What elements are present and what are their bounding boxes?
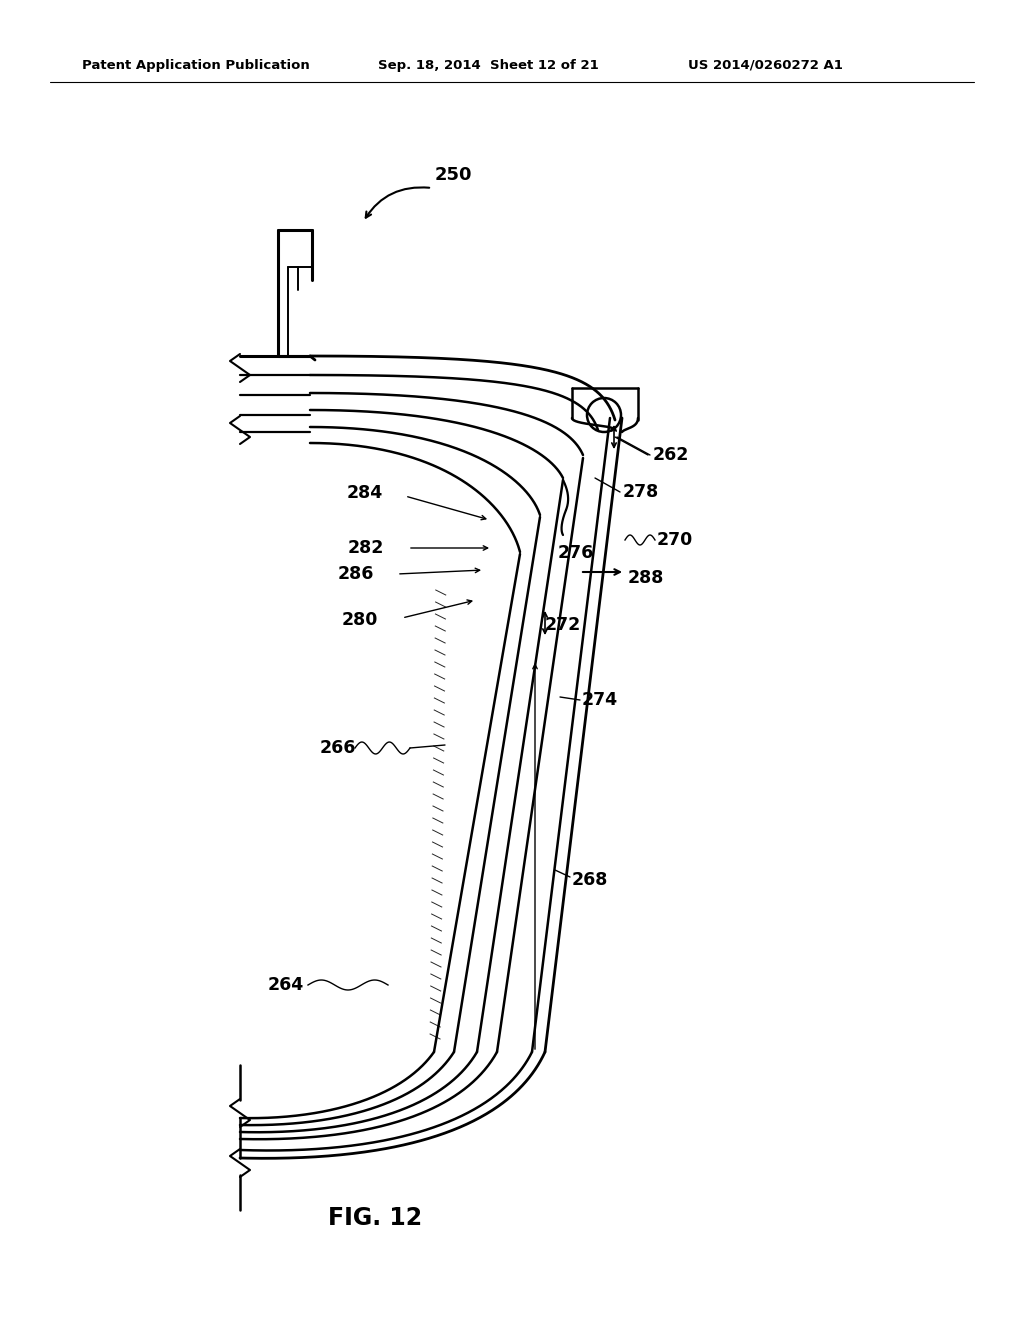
Text: 268: 268 <box>572 871 608 888</box>
Text: 286: 286 <box>338 565 375 583</box>
Text: 288: 288 <box>628 569 665 587</box>
Text: 278: 278 <box>623 483 659 502</box>
Text: 264: 264 <box>268 975 304 994</box>
Text: 250: 250 <box>435 166 472 183</box>
Text: 282: 282 <box>348 539 384 557</box>
Text: 276: 276 <box>558 544 594 562</box>
Text: FIG. 12: FIG. 12 <box>328 1206 422 1230</box>
Text: 284: 284 <box>347 484 383 502</box>
Text: 270: 270 <box>657 531 693 549</box>
Text: US 2014/0260272 A1: US 2014/0260272 A1 <box>688 58 843 71</box>
Text: Patent Application Publication: Patent Application Publication <box>82 58 309 71</box>
Text: Sep. 18, 2014  Sheet 12 of 21: Sep. 18, 2014 Sheet 12 of 21 <box>378 58 599 71</box>
Text: 272: 272 <box>545 616 582 634</box>
Text: 262: 262 <box>653 446 689 465</box>
Text: 266: 266 <box>319 739 356 756</box>
Text: 280: 280 <box>342 611 379 630</box>
Text: 274: 274 <box>582 690 618 709</box>
